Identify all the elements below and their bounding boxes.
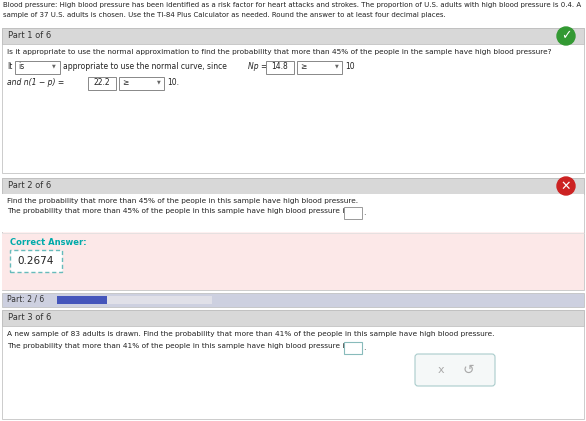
Text: It: It	[7, 62, 12, 71]
Text: Find the probability that more than 45% of the people in this sample have high b: Find the probability that more than 45% …	[7, 198, 358, 204]
Text: sample of 37 U.S. adults is chosen. Use the TI-84 Plus Calculator as needed. Rou: sample of 37 U.S. adults is chosen. Use …	[3, 12, 446, 18]
Text: 22.2: 22.2	[94, 78, 110, 87]
Text: 10: 10	[345, 62, 355, 71]
FancyBboxPatch shape	[119, 77, 164, 90]
FancyBboxPatch shape	[57, 296, 107, 304]
Text: 14.8: 14.8	[272, 62, 288, 71]
FancyBboxPatch shape	[15, 61, 60, 74]
FancyBboxPatch shape	[2, 28, 584, 173]
Text: ≥: ≥	[122, 78, 128, 87]
Text: .: .	[363, 343, 366, 352]
Text: Blood pressure: High blood pressure has been identified as a risk factor for hea: Blood pressure: High blood pressure has …	[3, 2, 581, 8]
Text: ▼: ▼	[157, 79, 161, 84]
Text: ↺: ↺	[463, 363, 475, 377]
Text: 10.: 10.	[167, 78, 179, 87]
FancyBboxPatch shape	[415, 354, 495, 386]
Text: Correct Answer:: Correct Answer:	[10, 238, 87, 247]
FancyBboxPatch shape	[2, 310, 584, 326]
FancyBboxPatch shape	[2, 178, 584, 194]
FancyBboxPatch shape	[2, 28, 584, 44]
FancyBboxPatch shape	[2, 293, 584, 307]
Text: Part 3 of 6: Part 3 of 6	[8, 313, 52, 322]
FancyBboxPatch shape	[2, 310, 584, 419]
Circle shape	[557, 177, 575, 195]
Text: Np =: Np =	[248, 62, 267, 71]
FancyBboxPatch shape	[344, 342, 362, 354]
Text: Part: 2 / 6: Part: 2 / 6	[7, 295, 45, 304]
FancyBboxPatch shape	[88, 77, 116, 90]
Text: The probability that more than 45% of the people in this sample have high blood : The probability that more than 45% of th…	[7, 208, 348, 214]
Text: is: is	[18, 62, 24, 71]
Text: .: .	[363, 208, 366, 217]
FancyBboxPatch shape	[10, 250, 62, 272]
FancyBboxPatch shape	[344, 207, 362, 219]
Circle shape	[557, 27, 575, 45]
Text: ▼: ▼	[52, 63, 56, 68]
FancyBboxPatch shape	[2, 194, 584, 232]
Text: Is it appropriate to use the normal approximation to find the probability that m: Is it appropriate to use the normal appr…	[7, 49, 551, 55]
FancyBboxPatch shape	[297, 61, 342, 74]
Text: 0.2674: 0.2674	[18, 256, 54, 266]
Text: appropriate to use the normal curve, since: appropriate to use the normal curve, sin…	[63, 62, 227, 71]
Text: ▼: ▼	[335, 63, 339, 68]
FancyBboxPatch shape	[2, 233, 584, 290]
Text: The probability that more than 41% of the people in this sample have high blood : The probability that more than 41% of th…	[7, 343, 348, 349]
FancyBboxPatch shape	[2, 178, 584, 290]
Text: Part 2 of 6: Part 2 of 6	[8, 181, 51, 190]
Text: ✓: ✓	[561, 29, 571, 43]
Text: ✕: ✕	[561, 179, 571, 192]
Text: and n(1 − p) =: and n(1 − p) =	[7, 78, 64, 87]
Text: ≥: ≥	[300, 62, 306, 71]
FancyBboxPatch shape	[266, 61, 294, 74]
FancyBboxPatch shape	[0, 0, 586, 28]
Text: A new sample of 83 adults is drawn. Find the probability that more than 41% of t: A new sample of 83 adults is drawn. Find…	[7, 331, 495, 337]
Text: Part 1 of 6: Part 1 of 6	[8, 31, 51, 40]
FancyBboxPatch shape	[57, 296, 212, 304]
Text: x: x	[438, 365, 445, 375]
